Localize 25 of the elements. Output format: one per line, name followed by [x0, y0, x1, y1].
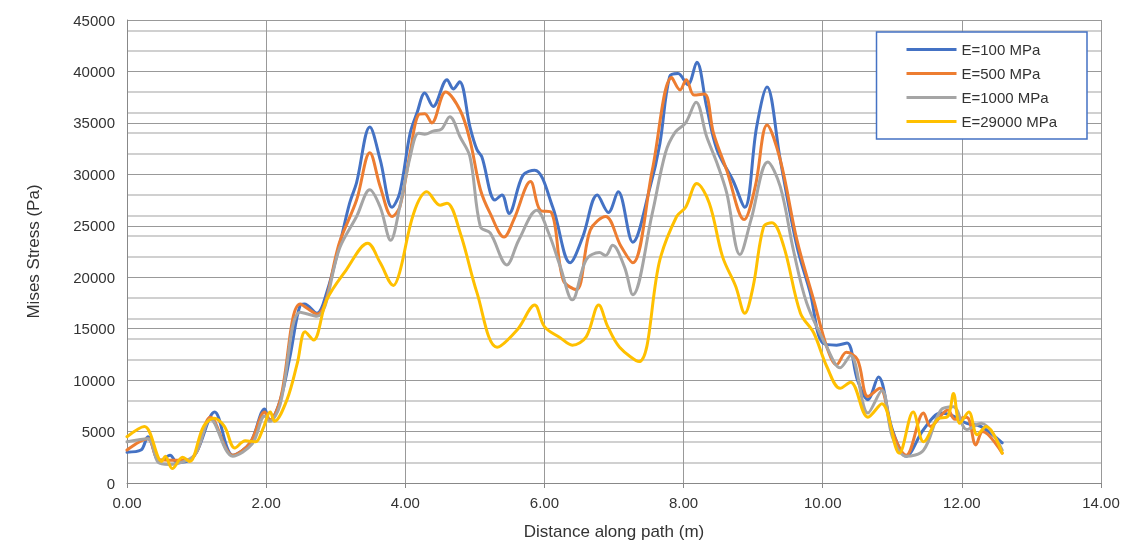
x-tick-label: 6.00 — [529, 494, 560, 511]
x-tick-label: 14.00 — [1082, 494, 1120, 511]
x-tick-label: 10.00 — [803, 494, 842, 511]
x-axis-title: Distance along path (m) — [523, 522, 705, 541]
y-tick-label: 45000 — [73, 11, 115, 29]
x-tick-label: 4.00 — [390, 494, 420, 511]
legend-label: E=500 MPa — [961, 65, 1041, 82]
y-tick-label: 40000 — [73, 62, 115, 80]
y-tick-label: 15000 — [73, 320, 115, 338]
y-tick-label: 5000 — [81, 423, 115, 441]
line-series — [125, 182, 1004, 471]
y-axis-title: Mises Stress (Pa) — [24, 184, 43, 319]
x-tick-label: 12.00 — [943, 494, 981, 511]
x-tick-label: 8.00 — [668, 494, 699, 511]
x-tick-label: 2.00 — [251, 494, 281, 511]
x-tick-label: 0.00 — [112, 494, 142, 511]
y-tick-label: 30000 — [73, 165, 115, 183]
legend-label: E=1000 MPa — [961, 89, 1050, 106]
y-tick-label: 35000 — [73, 114, 115, 132]
y-tick-label: 0 — [106, 474, 115, 492]
legend-label: E=100 MPa — [961, 41, 1041, 58]
y-tick-label: 20000 — [73, 268, 115, 286]
y-tick-label: 10000 — [73, 371, 115, 389]
y-tick-label: 25000 — [73, 217, 115, 235]
legend-label: E=29000 MPa — [961, 113, 1058, 130]
